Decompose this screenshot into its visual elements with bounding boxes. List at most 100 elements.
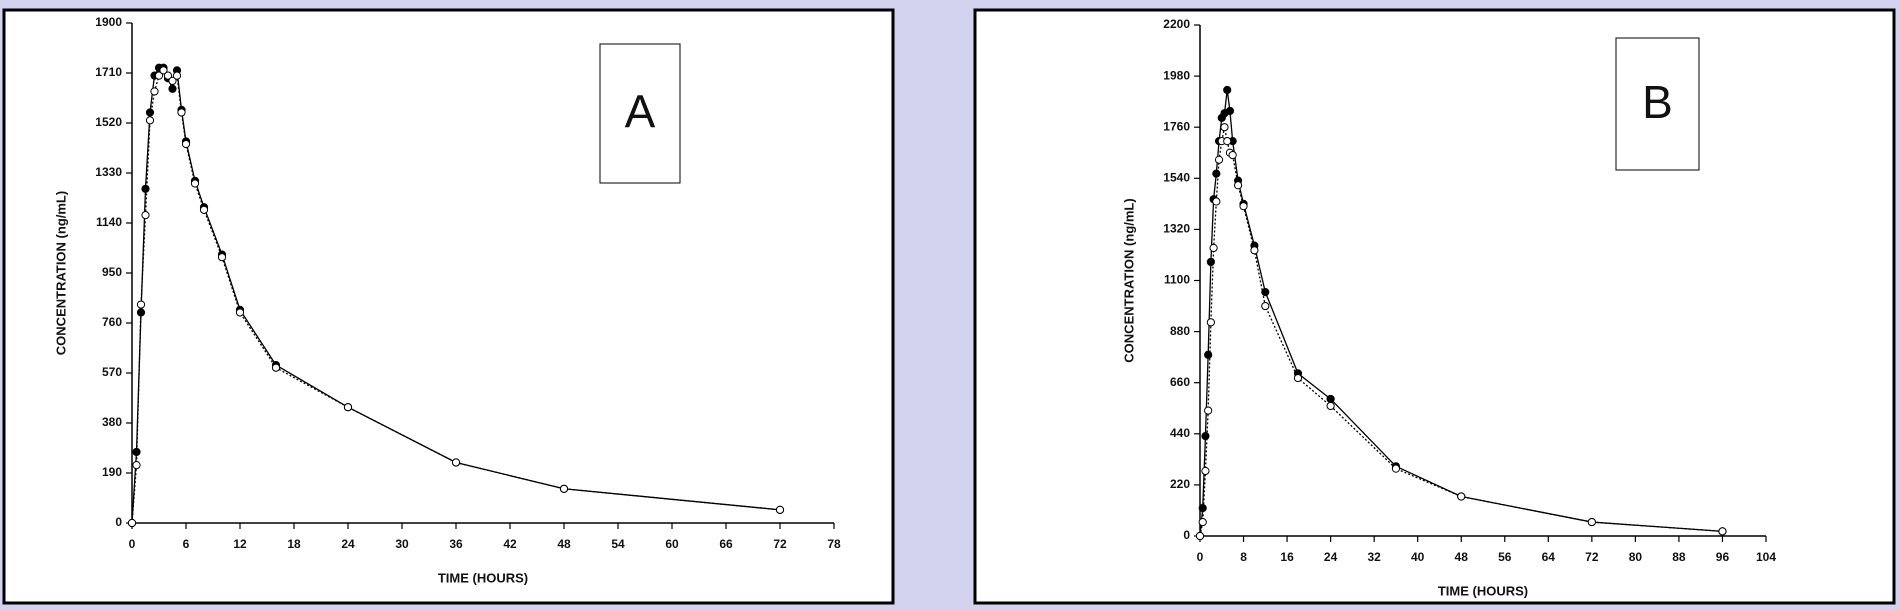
data-point — [1204, 406, 1213, 415]
data-point — [775, 505, 785, 514]
y-tick-label: 660 — [1170, 375, 1190, 389]
data-point — [1225, 106, 1235, 116]
x-tick-label: 30 — [395, 537, 409, 551]
data-point — [271, 363, 281, 372]
data-point — [177, 108, 186, 117]
data-point — [190, 179, 200, 188]
data-point — [168, 76, 177, 85]
data-point — [132, 447, 141, 457]
x-tick-label: 54 — [611, 537, 625, 551]
x-tick-label: 32 — [1367, 550, 1381, 564]
y-tick-label: 1710 — [95, 65, 122, 79]
data-point — [154, 71, 164, 80]
data-point — [1457, 492, 1466, 501]
data-point — [172, 71, 182, 80]
y-tick-label: 1980 — [1163, 68, 1190, 82]
data-point — [1204, 350, 1213, 359]
y-tick-label: 1100 — [1164, 273, 1190, 287]
data-point — [1261, 288, 1270, 297]
y-axis-title: CONCENTRATION (ng/mL) — [53, 191, 68, 355]
y-tick-label: 880 — [1170, 324, 1190, 338]
data-point — [343, 403, 353, 412]
data-point — [168, 84, 177, 93]
data-point — [1195, 531, 1205, 541]
data-point — [1198, 517, 1207, 527]
data-point — [163, 71, 173, 80]
x-tick-label: 0 — [1197, 550, 1204, 564]
y-tick-label: 1320 — [1163, 222, 1190, 236]
x-tick-label: 72 — [1585, 550, 1599, 564]
data-point — [1261, 301, 1270, 311]
x-tick-label: 24 — [1324, 550, 1338, 564]
data-point — [1228, 150, 1237, 160]
annotation-box — [1615, 37, 1700, 171]
y-tick-label: 1540 — [1163, 170, 1190, 184]
data-point — [1214, 155, 1224, 164]
data-point — [559, 484, 569, 493]
data-point — [1223, 137, 1232, 146]
x-tick-label: 72 — [773, 537, 787, 551]
y-tick-label: 0 — [115, 515, 122, 529]
x-tick-label: 80 — [1629, 550, 1643, 564]
data-point — [1250, 246, 1259, 255]
data-point — [127, 518, 137, 528]
x-tick-label: 48 — [1455, 550, 1469, 564]
y-tick-label: 1900 — [95, 15, 122, 29]
y-tick-label: 1140 — [96, 215, 122, 229]
x-tick-label: 104 — [1756, 550, 1776, 564]
x-tick-label: 0 — [129, 537, 136, 551]
x-tick-label: 24 — [341, 537, 355, 551]
series-line — [131, 67, 781, 524]
x-tick-label: 8 — [1240, 550, 1247, 564]
data-point — [141, 184, 150, 193]
data-point — [1220, 123, 1229, 132]
data-point — [1201, 432, 1210, 441]
data-point — [145, 116, 155, 125]
x-tick-label: 64 — [1542, 550, 1556, 564]
data-point — [159, 66, 168, 75]
data-point — [136, 308, 146, 317]
x-axis-title: TIME (HOURS) — [1438, 583, 1528, 598]
series-line — [131, 69, 781, 524]
y-tick-label: 190 — [102, 465, 122, 479]
data-point — [132, 461, 141, 470]
data-point — [1587, 517, 1596, 527]
data-point — [1212, 197, 1221, 206]
chart-panel — [973, 8, 1896, 605]
x-axis-title: TIME (HOURS) — [438, 570, 528, 585]
chart-panel — [2, 8, 895, 605]
x-tick-label: 42 — [503, 537, 517, 551]
y-tick-label: 2200 — [1163, 17, 1190, 31]
x-tick-label: 56 — [1498, 550, 1512, 564]
x-tick-label: 40 — [1411, 550, 1425, 564]
annotation: B — [1642, 76, 1673, 128]
y-tick-label: 1520 — [95, 115, 122, 129]
annotation: A — [625, 86, 656, 138]
x-tick-label: 16 — [1280, 550, 1294, 564]
data-point — [150, 87, 159, 96]
y-tick-label: 220 — [1170, 477, 1190, 491]
data-point — [217, 253, 227, 262]
data-point — [136, 300, 146, 309]
data-point — [1239, 202, 1248, 211]
annotation-box — [599, 43, 681, 184]
data-point — [199, 205, 209, 214]
data-point — [1293, 373, 1303, 383]
data-point — [451, 458, 461, 467]
data-point — [1326, 394, 1335, 404]
y-tick-label: 950 — [102, 265, 122, 279]
data-point — [1326, 401, 1335, 411]
x-tick-label: 12 — [233, 537, 247, 551]
data-point — [235, 308, 245, 317]
data-point — [1209, 243, 1218, 253]
x-tick-label: 96 — [1716, 550, 1730, 564]
y-tick-label: 760 — [102, 315, 122, 329]
data-point — [1233, 181, 1243, 190]
y-tick-label: 380 — [102, 415, 122, 429]
y-tick-label: 570 — [102, 365, 122, 379]
data-point — [145, 108, 155, 117]
data-point — [1391, 464, 1401, 473]
x-tick-label: 60 — [665, 537, 679, 551]
x-tick-label: 88 — [1672, 550, 1686, 564]
